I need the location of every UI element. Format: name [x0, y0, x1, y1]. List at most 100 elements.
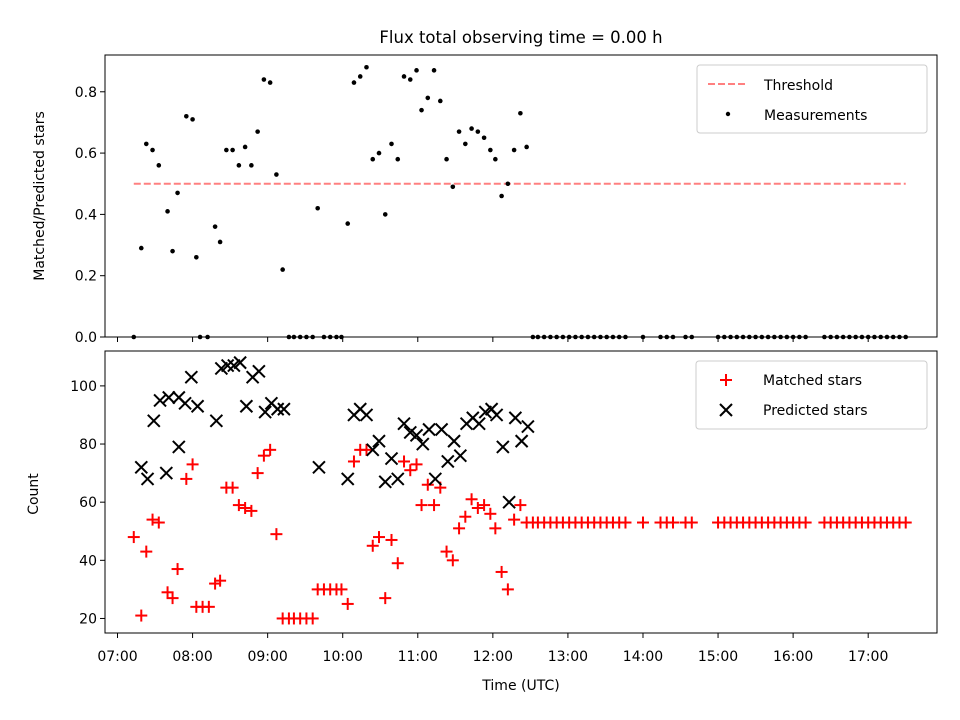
predicted-star-point — [134, 460, 148, 474]
ratio-legend-box — [696, 64, 928, 134]
count-x-tick-label: 17:00 — [848, 649, 888, 665]
predicted-star-point — [391, 472, 405, 486]
predicted-star-point — [140, 472, 155, 486]
measurements-legend-swatch — [725, 111, 731, 117]
ratio-y-tick-label: 0.4 — [75, 207, 97, 223]
matched-star-point — [335, 583, 348, 596]
ratio-y-tick-label: 0.6 — [75, 146, 97, 162]
matched-star-point — [440, 545, 453, 558]
measurement-point — [357, 74, 363, 79]
matched-legend-swatch — [720, 374, 732, 386]
predicted-star-point — [434, 422, 449, 437]
matched-star-point — [161, 586, 174, 599]
predicted-star-point — [220, 358, 235, 373]
matched-star-point — [146, 513, 159, 526]
ratio-panel-title: Flux total observing time = 0.00 h — [379, 28, 662, 47]
matched-star-point — [372, 531, 385, 544]
predicted-star-point — [258, 405, 272, 419]
predicted-star-point — [453, 448, 468, 463]
measurement-point — [249, 163, 254, 168]
matched-legend-label: Matched stars — [763, 373, 862, 389]
predicted-star-point — [341, 472, 355, 486]
matched-star-point — [404, 464, 417, 477]
measurement-point — [524, 144, 529, 150]
measurement-point — [518, 110, 523, 116]
count-x-tick-label: 07:00 — [97, 649, 137, 665]
ratio-y-axis-label: Matched/Predicted stars — [32, 111, 48, 281]
measurement-point — [463, 141, 468, 147]
matched-star-point — [685, 516, 698, 529]
measurement-point — [170, 248, 175, 254]
ratio-x-ticks — [117, 337, 869, 342]
predicted-star-point — [159, 466, 174, 480]
predicted-star-point — [252, 364, 266, 379]
predicted-star-point — [178, 396, 192, 411]
matched-star-point — [501, 583, 514, 596]
measurement-point — [217, 239, 223, 245]
predicted-star-point — [428, 472, 443, 486]
measurement-point — [456, 129, 462, 134]
count-x-tick-label: 10:00 — [323, 649, 363, 665]
predicted-star-point — [447, 434, 461, 448]
measurement-point — [190, 117, 195, 122]
matched-star-point — [264, 443, 277, 456]
ratio-y-tick-label: 0.0 — [75, 330, 97, 346]
predicted-star-point — [270, 402, 285, 416]
matched-star-point — [453, 522, 466, 535]
count-y-tick-label: 20 — [79, 611, 97, 627]
ratio-y-tick-label: 0.2 — [75, 269, 97, 285]
count-y-tick-label: 100 — [70, 379, 97, 395]
predicted-star-point — [502, 495, 516, 509]
predicted-star-point — [147, 414, 161, 428]
matched-star-point — [270, 528, 283, 541]
measurement-point — [511, 147, 517, 153]
measurement-point — [488, 147, 493, 153]
threshold-legend-label: Threshold — [763, 78, 833, 94]
measurement-point — [450, 184, 456, 190]
measurement-point — [150, 147, 155, 153]
predicted-star-point — [422, 422, 436, 437]
matched-star-point — [514, 499, 527, 512]
matched-star-point — [245, 504, 258, 517]
count-x-tick-label: 11:00 — [398, 649, 438, 665]
measurement-point — [376, 150, 382, 156]
predicted-star-point — [514, 434, 529, 448]
measurement-point — [138, 245, 144, 251]
matched-star-point — [508, 513, 521, 526]
count-y-tick-label: 60 — [79, 495, 97, 511]
matched-star-point — [251, 467, 264, 480]
matched-star-point — [135, 609, 148, 622]
matched-star-point — [166, 592, 179, 605]
matched-star-point — [239, 501, 252, 514]
measurement-point — [444, 156, 449, 162]
predicted-star-point — [409, 428, 424, 443]
matched-star-point — [484, 507, 497, 520]
predicted-star-point — [508, 411, 523, 425]
measurement-point — [481, 135, 487, 141]
measurement-point — [351, 80, 357, 85]
matched-star-point — [421, 478, 434, 491]
count-x-tick-label: 16:00 — [773, 649, 813, 665]
matched-star-point — [366, 539, 379, 552]
predicted-star-point — [366, 443, 380, 457]
measurement-point — [184, 114, 189, 119]
matched-star-point — [410, 458, 423, 471]
predicted-star-point — [277, 402, 291, 416]
predicted-star-point — [384, 451, 399, 466]
matched-star-point — [180, 472, 193, 485]
matched-star-point — [415, 499, 428, 512]
measurement-point — [315, 205, 320, 211]
measurement-point — [419, 107, 424, 113]
matched-star-point — [446, 554, 459, 567]
ratio-y-axis: 0.0 0.2 0.4 0.6 0.8 — [75, 85, 105, 346]
measurement-point — [242, 144, 248, 150]
predicted-legend-label: Predicted stars — [763, 403, 868, 419]
measurement-point — [364, 64, 369, 70]
count-x-tick-label: 09:00 — [247, 649, 287, 665]
matched-star-point — [232, 499, 245, 512]
count-y-axis: 20 40 60 80 100 — [70, 379, 105, 627]
matched-star-point — [619, 516, 632, 529]
predicted-star-point — [372, 434, 386, 448]
measurement-point — [493, 156, 498, 162]
count-plot-frame — [104, 350, 938, 634]
